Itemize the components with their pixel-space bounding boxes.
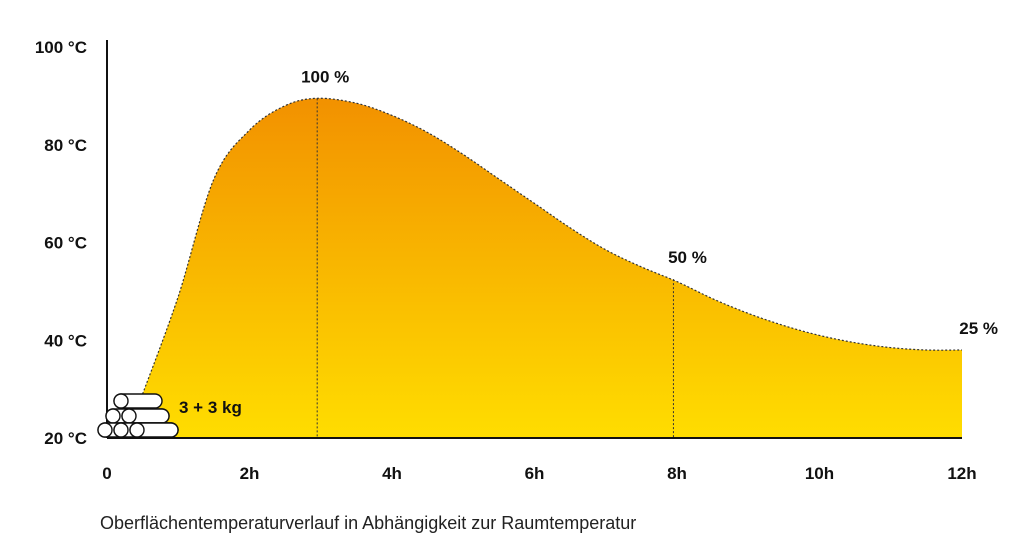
firewood-logs-icon	[97, 393, 179, 438]
y-tick-label: 100 °C	[35, 38, 87, 57]
y-tick-label: 20 °C	[44, 429, 87, 448]
x-tick-label: 0	[102, 464, 111, 483]
x-tick-label: 6h	[525, 464, 545, 483]
temperature-chart: 20 °C 40 °C 60 °C 80 °C 100 °C 0 2h 4h 6h 8h 10h 1…	[35, 38, 998, 483]
chart-caption: Oberflächentemperaturverlauf in Abhängig…	[100, 513, 637, 533]
x-tick-label: 4h	[382, 464, 402, 483]
x-tick-label: 2h	[240, 464, 260, 483]
x-tick-label: 8h	[667, 464, 687, 483]
temperature-curve	[142, 97, 963, 395]
y-tick-label: 80 °C	[44, 136, 87, 155]
y-tick-label: 60 °C	[44, 234, 87, 253]
temperature-area	[142, 98, 963, 439]
x-tick-label: 12h	[947, 464, 976, 483]
percent-annotation: 25 %	[959, 319, 998, 338]
x-tick-label: 10h	[805, 464, 834, 483]
wood-amount-label: 3 + 3 kg	[179, 398, 242, 417]
y-tick-label: 40 °C	[44, 331, 87, 350]
percent-annotation: 50 %	[668, 248, 707, 267]
percent-annotation: 100 %	[301, 67, 349, 86]
